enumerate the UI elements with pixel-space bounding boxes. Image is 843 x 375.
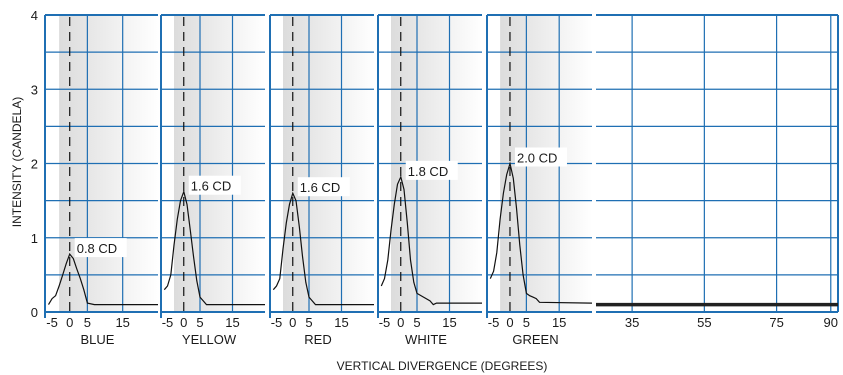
series-line-green [489,161,593,304]
x-tick-label: -5 [46,315,58,330]
x-tick-label: 5 [305,315,312,330]
x-tick-label: 5 [196,315,203,330]
x-tick-label: 75 [769,315,783,330]
panel-name-label: YELLOW [182,332,237,347]
series-line-blue [47,252,158,306]
panel-name-label: GREEN [512,332,558,347]
x-tick-label: 15 [442,315,456,330]
series-line-red [272,191,374,306]
panel-name-label: WHITE [405,332,447,347]
x-tick-label: 35 [625,315,639,330]
x-tick-label: 15 [334,315,348,330]
peak-label-bg [514,147,567,167]
peak-label: 0.8 CD [77,241,117,256]
x-tick-label: -5 [379,315,391,330]
x-tick-label: -5 [162,315,174,330]
series-line-yellow [163,189,265,306]
x-axis-label: VERTICAL DIVERGENCE (DEGREES) [337,359,548,373]
y-tick-label: 0 [31,305,38,320]
x-tick-label: 5 [84,315,91,330]
y-axis-label: INTENSITY (CANDELA) [10,97,24,227]
peak-label: 2.0 CD [517,151,557,166]
y-tick-label: 1 [31,231,38,246]
peak-label-bg [405,160,458,180]
x-tick-label: 90 [824,315,838,330]
peak-label: 1.6 CD [191,179,231,194]
x-tick-label: 15 [225,315,239,330]
x-tick-label: 0 [180,315,187,330]
y-tick-label: 2 [31,157,38,172]
x-tick-label: 0 [506,315,513,330]
x-tick-label: 0 [289,315,296,330]
peak-label-bg [297,177,350,197]
x-tick-label: 15 [552,315,566,330]
peak-label-bg [188,175,241,195]
x-tick-label: 0 [397,315,404,330]
panel-name-label: BLUE [81,332,115,347]
peak-label: 1.6 CD [300,180,340,195]
y-tick-label: 3 [31,82,38,97]
x-tick-label: 0 [66,315,73,330]
x-tick-label: 55 [697,315,711,330]
series-line-white [380,175,482,306]
peak-label-bg [74,238,127,258]
x-tick-label: 5 [523,315,530,330]
x-tick-label: 5 [413,315,420,330]
x-tick-label: 15 [115,315,129,330]
panel-name-label: RED [304,332,331,347]
peak-label: 1.8 CD [408,164,448,179]
x-tick-label: -5 [271,315,283,330]
y-tick-label: 4 [31,8,38,23]
x-tick-label: -5 [488,315,500,330]
